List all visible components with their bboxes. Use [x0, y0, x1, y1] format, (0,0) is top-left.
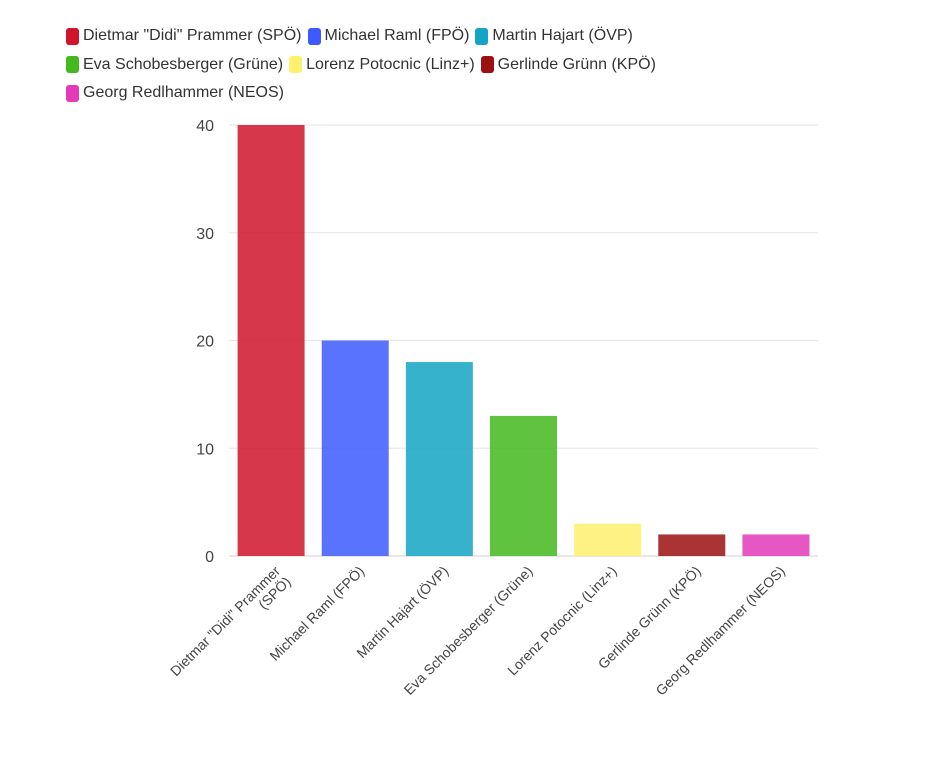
- x-axis: Dietmar "Didi" Prammer(SPÖ)Michael Raml …: [167, 562, 788, 698]
- y-axis: 0 10 20 30 40: [196, 118, 214, 566]
- bar[interactable]: [490, 415, 557, 556]
- bar[interactable]: [321, 340, 389, 557]
- legend-item[interactable]: Martin Hajart (ÖVP): [475, 24, 633, 48]
- legend-swatch: [475, 27, 489, 45]
- chart-bars: [237, 125, 810, 557]
- y-tick-label: 10: [196, 441, 214, 458]
- bar[interactable]: [237, 125, 305, 556]
- legend-swatch: [480, 56, 494, 73]
- bar[interactable]: [574, 523, 642, 556]
- chart-legend: Dietmar "Didi" Prammer (SPÖ) Michael Raml…: [66, 24, 766, 110]
- legend-swatch: [66, 27, 79, 45]
- x-tick-label: Martin Hajart (ÖVP): [353, 562, 452, 661]
- bar[interactable]: [658, 534, 726, 556]
- y-tick-label: 40: [196, 118, 214, 135]
- y-tick-label: 30: [196, 226, 214, 243]
- x-tick-label: Dietmar "Didi" Prammer(SPÖ): [167, 563, 294, 690]
- legend-swatch: [289, 56, 303, 73]
- legend-item[interactable]: Eva Schobesberger (Grüne): [66, 53, 283, 77]
- legend-label: Michael Raml (FPÖ): [324, 27, 470, 44]
- y-tick-label: 0: [205, 549, 214, 566]
- legend-swatch: [307, 27, 321, 45]
- legend-label: Lorenz Potocnic (Linz+): [306, 55, 475, 73]
- legend-item[interactable]: Michael Raml (FPÖ): [307, 24, 470, 48]
- legend-item[interactable]: Gerlinde Grünn (KPÖ): [480, 53, 656, 77]
- bar[interactable]: [405, 362, 473, 556]
- legend-swatch: [66, 84, 79, 102]
- legend-label: Martin Hajart (ÖVP): [492, 27, 633, 44]
- legend-swatch: [66, 56, 79, 73]
- legend-item[interactable]: Dietmar "Didi" Prammer (SPÖ): [66, 24, 302, 48]
- legend-item[interactable]: Lorenz Potocnic (Linz+): [289, 53, 475, 77]
- legend-label: Eva Schobesberger (Grüne): [83, 55, 284, 73]
- legend-label: Dietmar "Didi" Prammer (SPÖ): [83, 27, 302, 44]
- y-tick-label: 20: [196, 334, 214, 351]
- legend-item[interactable]: Georg Redlhammer (NEOS): [66, 81, 284, 105]
- legend-label: Georg Redlhammer (NEOS): [83, 84, 284, 101]
- bar[interactable]: [742, 534, 810, 556]
- legend-label: Gerlinde Grünn (KPÖ): [497, 55, 656, 73]
